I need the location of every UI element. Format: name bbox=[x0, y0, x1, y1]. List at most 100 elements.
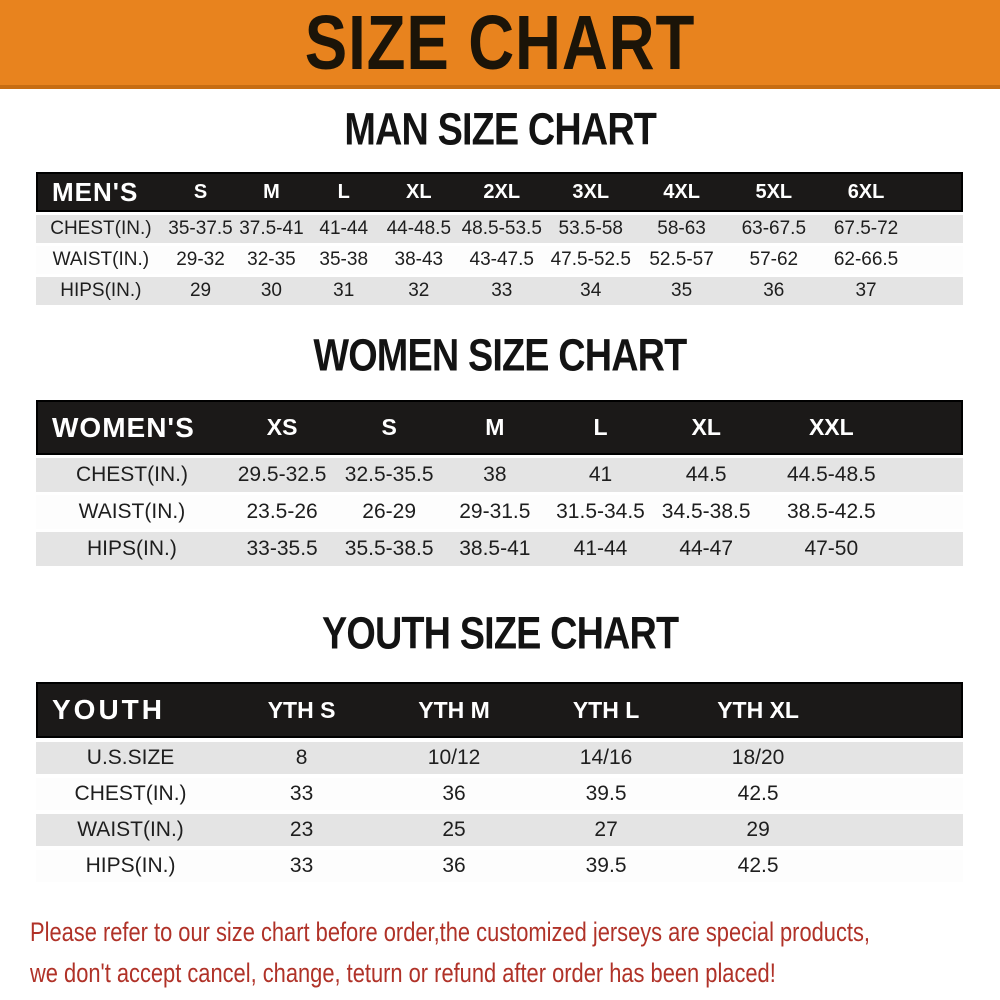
table-row: CHEST(IN.) 33 36 39.5 42.5 bbox=[36, 774, 963, 810]
column-header-cell: 5XL bbox=[727, 172, 821, 212]
value-cell: 34 bbox=[545, 274, 636, 305]
value-cell: 33 bbox=[225, 846, 379, 882]
row-filler-cell bbox=[903, 455, 963, 492]
column-header-cell: YTH M bbox=[378, 682, 531, 738]
table-title-cell: WOMEN'S bbox=[36, 400, 228, 455]
value-cell: 8 bbox=[225, 738, 379, 774]
value-cell: 31 bbox=[307, 274, 380, 305]
row-label-cell: CHEST(IN.) bbox=[36, 212, 166, 243]
column-header-cell: L bbox=[307, 172, 380, 212]
column-header-cell: 3XL bbox=[545, 172, 636, 212]
table-row: CHEST(IN.) 29.5-32.5 32.5-35.5 38 41 44.5 44.5… bbox=[36, 455, 963, 492]
women-size-chart-heading-text: WOMEN SIZE CHART bbox=[313, 330, 687, 381]
row-filler-cell bbox=[834, 774, 963, 810]
youth-size-chart-heading-text: YOUTH SIZE CHART bbox=[321, 608, 679, 659]
value-cell: 57-62 bbox=[727, 243, 821, 274]
value-cell: 37.5-41 bbox=[235, 212, 308, 243]
value-cell: 29 bbox=[682, 810, 835, 846]
table-row: WAIST(IN.) 23 25 27 29 bbox=[36, 810, 963, 846]
value-cell: 30 bbox=[235, 274, 308, 305]
womens-size-table: WOMEN'S XS S M L XL XXL CHEST(IN.) 29.5-32.5 32.5… bbox=[36, 400, 963, 566]
row-filler-cell bbox=[911, 243, 963, 274]
value-cell: 43-47.5 bbox=[457, 243, 546, 274]
table-header-row: WOMEN'S XS S M L XL XXL bbox=[36, 400, 963, 455]
row-label-cell: HIPS(IN.) bbox=[36, 274, 166, 305]
value-cell: 29-31.5 bbox=[442, 492, 548, 529]
table-title-cell: MEN'S bbox=[36, 172, 166, 212]
value-cell: 63-67.5 bbox=[727, 212, 821, 243]
youth-size-chart-heading: YOUTH SIZE CHART bbox=[0, 608, 1000, 659]
table-row: HIPS(IN.) 33-35.5 35.5-38.5 38.5-41 41-44 44-… bbox=[36, 529, 963, 566]
header-filler-cell bbox=[903, 400, 963, 455]
value-cell: 42.5 bbox=[682, 774, 835, 810]
value-cell: 10/12 bbox=[378, 738, 531, 774]
column-header-cell: XXL bbox=[759, 400, 904, 455]
mens-size-table: MEN'S S M L XL 2XL 3XL 4XL 5XL 6XL CHEST(IN.) 35-37… bbox=[36, 172, 963, 305]
row-filler-cell bbox=[911, 212, 963, 243]
value-cell: 67.5-72 bbox=[820, 212, 912, 243]
value-cell: 35.5-38.5 bbox=[336, 529, 442, 566]
row-filler-cell bbox=[903, 529, 963, 566]
value-cell: 32 bbox=[379, 274, 458, 305]
value-cell: 35-38 bbox=[307, 243, 380, 274]
column-header-cell: L bbox=[547, 400, 654, 455]
value-cell: 32.5-35.5 bbox=[336, 455, 442, 492]
table-row: U.S.SIZE 8 10/12 14/16 18/20 bbox=[36, 738, 963, 774]
value-cell: 14/16 bbox=[530, 738, 683, 774]
value-cell: 33-35.5 bbox=[227, 529, 337, 566]
value-cell: 38-43 bbox=[379, 243, 458, 274]
value-cell: 44-47 bbox=[653, 529, 760, 566]
column-header-cell: XS bbox=[227, 400, 337, 455]
row-label-cell: WAIST(IN.) bbox=[36, 492, 228, 529]
value-cell: 41-44 bbox=[547, 529, 654, 566]
value-cell: 48.5-53.5 bbox=[457, 212, 546, 243]
value-cell: 41-44 bbox=[307, 212, 380, 243]
value-cell: 39.5 bbox=[530, 774, 683, 810]
row-label-cell: CHEST(IN.) bbox=[36, 774, 226, 810]
row-label-cell: WAIST(IN.) bbox=[36, 243, 166, 274]
table-row: CHEST(IN.) 35-37.5 37.5-41 41-44 44-48.5 48.5… bbox=[36, 212, 963, 243]
value-cell: 38.5-41 bbox=[442, 529, 548, 566]
row-label-cell: HIPS(IN.) bbox=[36, 529, 228, 566]
value-cell: 42.5 bbox=[682, 846, 835, 882]
man-size-chart-heading-text: MAN SIZE CHART bbox=[344, 104, 657, 155]
table-row: HIPS(IN.) 33 36 39.5 42.5 bbox=[36, 846, 963, 882]
table-title-cell: YOUTH bbox=[36, 682, 226, 738]
row-label-cell: WAIST(IN.) bbox=[36, 810, 226, 846]
value-cell: 53.5-58 bbox=[545, 212, 636, 243]
value-cell: 35 bbox=[635, 274, 728, 305]
value-cell: 37 bbox=[820, 274, 912, 305]
value-cell: 31.5-34.5 bbox=[547, 492, 654, 529]
value-cell: 44.5 bbox=[653, 455, 760, 492]
value-cell: 36 bbox=[378, 846, 531, 882]
row-filler-cell bbox=[911, 274, 963, 305]
value-cell: 62-66.5 bbox=[820, 243, 912, 274]
women-size-chart-heading: WOMEN SIZE CHART bbox=[0, 330, 1000, 381]
header-filler-cell bbox=[834, 682, 963, 738]
value-cell: 58-63 bbox=[635, 212, 728, 243]
footer-note-line-1: Please refer to our size chart before or… bbox=[30, 917, 870, 947]
value-cell: 32-35 bbox=[235, 243, 308, 274]
value-cell: 29.5-32.5 bbox=[227, 455, 337, 492]
row-label-cell: CHEST(IN.) bbox=[36, 455, 228, 492]
value-cell: 33 bbox=[457, 274, 546, 305]
footer-note: Please refer to our size chart before or… bbox=[30, 912, 1000, 994]
value-cell: 26-29 bbox=[336, 492, 442, 529]
value-cell: 23.5-26 bbox=[227, 492, 337, 529]
column-header-cell: XL bbox=[379, 172, 458, 212]
column-header-cell: YTH S bbox=[225, 682, 379, 738]
row-filler-cell bbox=[834, 738, 963, 774]
value-cell: 44.5-48.5 bbox=[759, 455, 904, 492]
column-header-cell: M bbox=[442, 400, 548, 455]
column-header-cell: 4XL bbox=[635, 172, 728, 212]
value-cell: 23 bbox=[225, 810, 379, 846]
column-header-cell: 6XL bbox=[820, 172, 912, 212]
value-cell: 18/20 bbox=[682, 738, 835, 774]
column-header-cell: 2XL bbox=[457, 172, 546, 212]
value-cell: 35-37.5 bbox=[165, 212, 236, 243]
table-row: WAIST(IN.) 29-32 32-35 35-38 38-43 43-47.5 47.… bbox=[36, 243, 963, 274]
value-cell: 33 bbox=[225, 774, 379, 810]
footer-note-line-2: we don't accept cancel, change, teturn o… bbox=[30, 958, 776, 988]
value-cell: 38.5-42.5 bbox=[759, 492, 904, 529]
table-row: HIPS(IN.) 29 30 31 32 33 34 35 36 37 bbox=[36, 274, 963, 305]
